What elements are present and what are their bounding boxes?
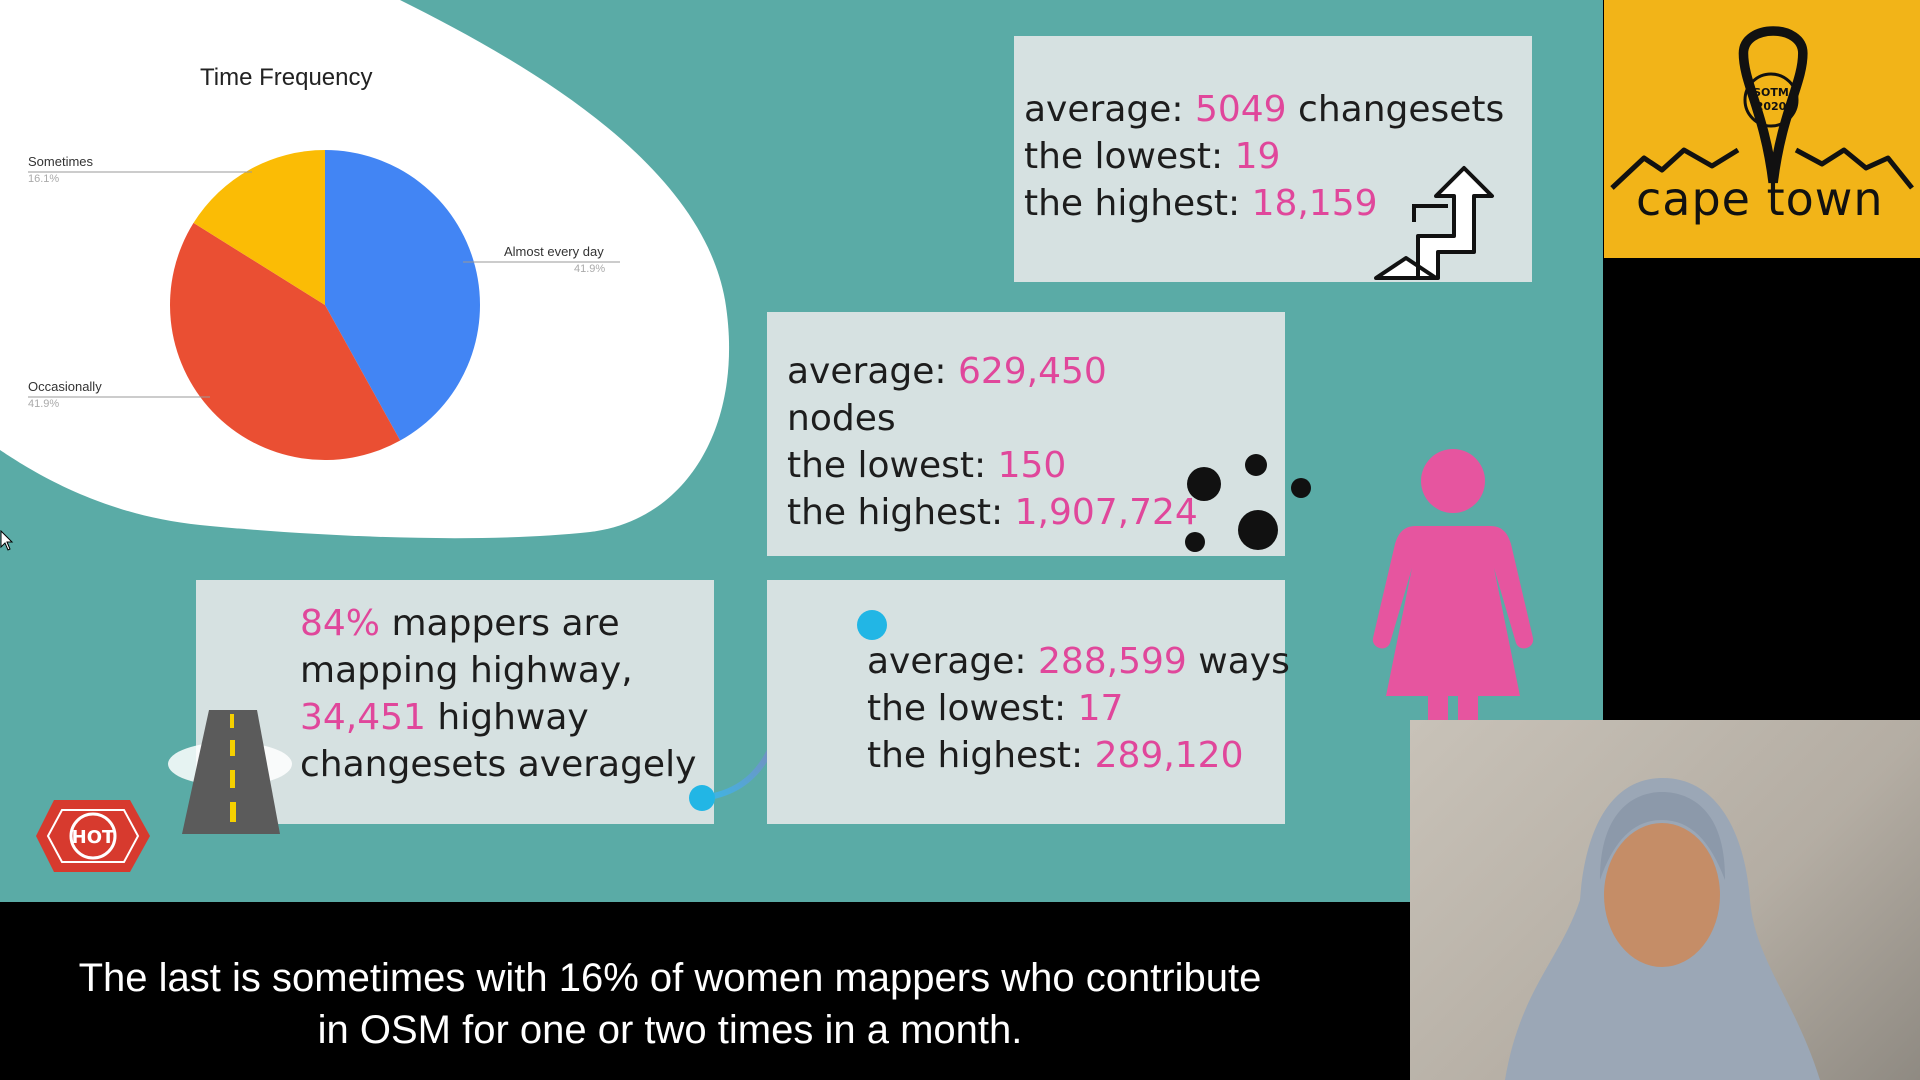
pie-pct-sometimes: 16.1% (28, 173, 60, 185)
changesets-stats-box: average: 5049 changesets the lowest: 19 … (1014, 36, 1532, 282)
mouse-cursor-icon (0, 530, 14, 551)
changesets-highest: the highest: 18,159 (1024, 183, 1378, 224)
caption-line-1: The last is sometimes with 16% of women … (78, 956, 1262, 1000)
ways-highest: the highest: 289,120 (867, 735, 1244, 776)
pie-pct-almost-every-day: 41.9% (574, 263, 606, 275)
svg-text:SOTM: SOTM (1753, 86, 1789, 99)
nodes-highest: the highest: 1,907,724 (787, 492, 1198, 533)
caption-line-2: in OSM for one or two times in a month. (317, 1008, 1023, 1052)
svg-text:2020: 2020 (1756, 100, 1787, 113)
nodes-stats-box: average: 629,450 nodes the lowest: 150 t… (767, 312, 1285, 556)
highway-line-2: mapping highway, (300, 650, 633, 691)
highway-line-4: changesets averagely (300, 744, 697, 785)
nodes-average: average: 629,450 (787, 351, 1107, 392)
sotm-cape-town-logo: SOTM 2020 cape town (1604, 0, 1920, 258)
pie-pct-occasionally: 41.9% (28, 398, 60, 410)
pie-leader-lines (28, 171, 620, 398)
woman-icon (1372, 449, 1534, 810)
nodes-unit: nodes (787, 398, 896, 439)
logo-text: cape town (1636, 172, 1884, 226)
highway-percentage: 84% mappers are (300, 603, 620, 644)
webcam-video (1410, 720, 1920, 1080)
ways-lowest: the lowest: 17 (867, 688, 1124, 729)
presenter-silhouette (1505, 777, 1820, 1080)
chart-title: Time Frequency (200, 64, 373, 91)
pie-label-occasionally: Occasionally (28, 379, 102, 394)
pie-slice-almost-every-day (325, 150, 480, 441)
road-icon (168, 710, 292, 834)
hot-logo: HOT (36, 800, 150, 872)
pie-label-sometimes: Sometimes (28, 154, 94, 169)
pie-label-almost-every-day: Almost every day (504, 244, 604, 259)
nodes-dots-icon (1185, 454, 1311, 552)
svg-text:HOT: HOT (72, 827, 115, 848)
pie-slice-sometimes (193, 150, 325, 305)
ways-average: average: 288,599 ways (867, 641, 1290, 682)
nodes-lowest: the lowest: 150 (787, 445, 1067, 486)
subtitle-caption: The last is sometimes with 16% of women … (0, 952, 1340, 1056)
pie-slice-occasionally (170, 222, 401, 460)
changesets-average: average: 5049 changesets (1024, 89, 1505, 130)
connector-dot-top (857, 610, 887, 640)
ways-stats-box: average: 288,599 ways the lowest: 17 the… (767, 580, 1290, 824)
swap-arrows-icon (1374, 166, 1494, 280)
pie-chart (170, 150, 480, 460)
presentation-slide: Time Frequency Sometimes 16.1% Almost ev… (0, 0, 1603, 902)
highway-stats-box: 84% mappers are mapping highway, 34,451 … (196, 580, 714, 824)
highway-count: 34,451 highway (300, 697, 589, 738)
changesets-lowest: the lowest: 19 (1024, 136, 1281, 177)
map-pin-icon: SOTM 2020 (1610, 26, 1914, 190)
